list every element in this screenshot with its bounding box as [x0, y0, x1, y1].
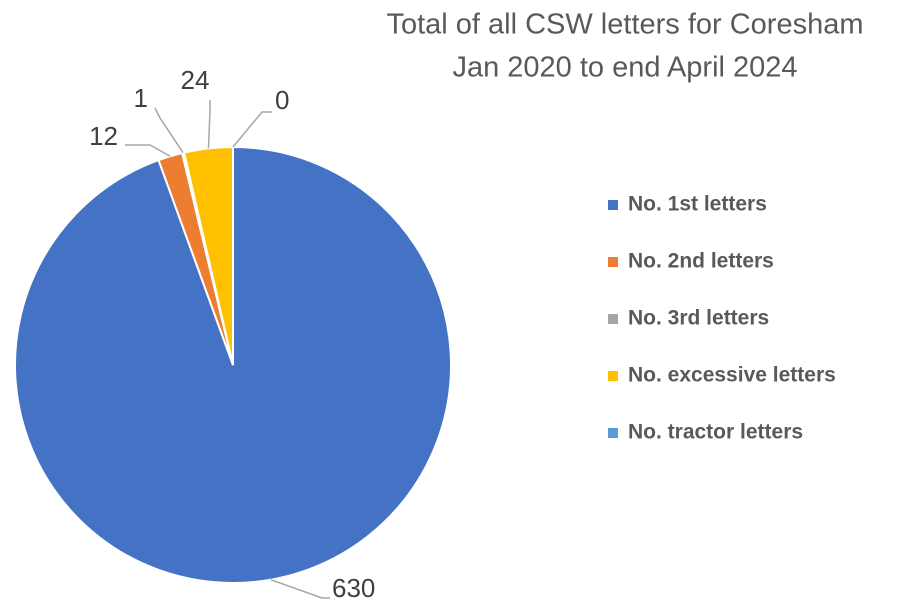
chart-title: Total of all CSW letters for Coresham [386, 9, 863, 41]
data-label: 1 [134, 83, 148, 113]
leader-line [154, 107, 184, 154]
chart-subtitle: Jan 2020 to end April 2024 [452, 52, 797, 84]
leader-line [232, 111, 272, 148]
legend-swatch [608, 200, 618, 210]
legend-label: No. 2nd letters [628, 250, 774, 273]
legend-swatch [608, 314, 618, 324]
legend-swatch [608, 371, 618, 381]
legend-swatch [608, 257, 618, 267]
data-label: 24 [181, 65, 210, 95]
legend-label: No. 1st letters [628, 193, 767, 216]
data-label: 12 [89, 121, 118, 151]
leader-line [207, 100, 211, 149]
leader-line [270, 578, 330, 599]
legend-label: No. 3rd letters [628, 307, 769, 330]
legend-label: No. tractor letters [628, 421, 803, 444]
legend-swatch [608, 428, 618, 438]
leader-line [125, 144, 171, 157]
legend-label: No. excessive letters [628, 364, 836, 387]
data-label: 630 [332, 573, 375, 603]
data-label: 0 [275, 85, 289, 115]
